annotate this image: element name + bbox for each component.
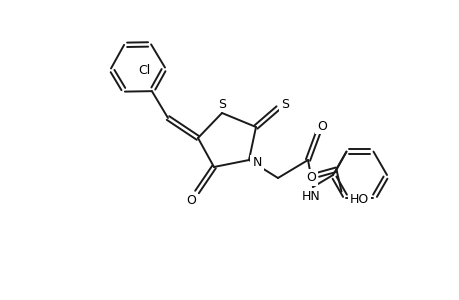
Text: S: S bbox=[218, 98, 225, 110]
Text: HO: HO bbox=[349, 193, 368, 206]
Text: HN: HN bbox=[301, 190, 319, 203]
Text: O: O bbox=[185, 194, 196, 206]
Text: S: S bbox=[280, 98, 288, 110]
Text: O: O bbox=[316, 119, 326, 133]
Text: Cl: Cl bbox=[139, 64, 151, 77]
Text: N: N bbox=[252, 157, 261, 169]
Text: O: O bbox=[306, 171, 316, 184]
